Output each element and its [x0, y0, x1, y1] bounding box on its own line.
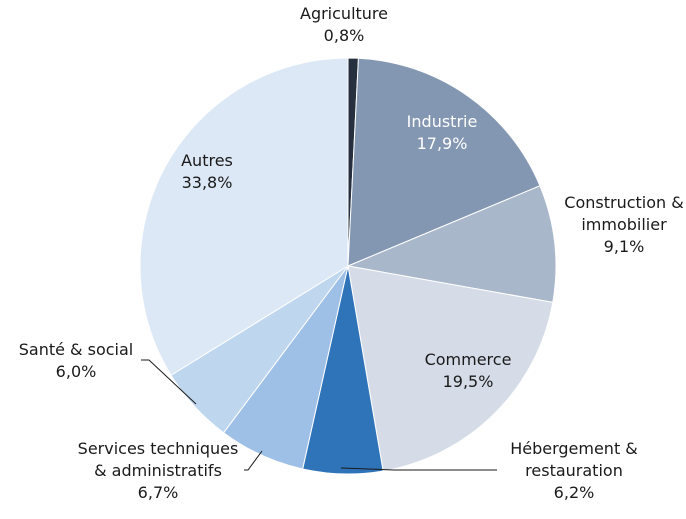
slice-category-label: Commerce — [425, 350, 512, 369]
leader-lines — [141, 359, 497, 471]
slice-label: Santé & social 6,0% — [19, 340, 133, 381]
leader-line — [141, 359, 197, 405]
pie-slice — [347, 265, 554, 472]
slice-category-label: & administratifs — [94, 461, 222, 480]
slice-value-label: 17,9% — [417, 134, 468, 153]
slice-label: Commerce 19,5% — [425, 350, 512, 391]
pie-slices — [139, 57, 557, 475]
slice-category-label: Agriculture — [300, 4, 388, 23]
slice-label: Hébergement & restauration 6,2% — [510, 439, 638, 502]
slice-value-label: 19,5% — [443, 372, 494, 391]
slice-category-label: Autres — [181, 151, 233, 170]
slice-category-label: restauration — [525, 461, 623, 480]
slice-value-label: 9,1% — [604, 237, 645, 256]
pie-slice — [346, 185, 557, 303]
slice-value-label: 6,2% — [554, 483, 595, 502]
slice-category-label: immobilier — [581, 215, 667, 234]
slice-category-label: Hébergement & — [510, 439, 638, 458]
slice-labels: Agriculture 0,8% Industrie 17,9% Constructio… — [19, 4, 684, 502]
slice-label: Services techniques & administratifs 6,7% — [78, 439, 239, 502]
leader-line — [244, 450, 263, 471]
pie-slice — [347, 57, 541, 267]
slice-value-label: 33,8% — [182, 173, 233, 192]
slice-label: Autres 33,8% — [181, 151, 233, 192]
slice-category-label: Industrie — [407, 112, 478, 131]
slice-category-label: Services techniques — [78, 439, 239, 458]
slice-value-label: 0,8% — [324, 26, 365, 45]
slice-label: Construction & immobilier 9,1% — [564, 193, 683, 256]
slice-value-label: 6,0% — [56, 362, 97, 381]
slice-category-label: Santé & social — [19, 340, 133, 359]
slice-value-label: 6,7% — [138, 483, 179, 502]
slice-label: Agriculture 0,8% — [300, 4, 388, 45]
slice-label: Industrie 17,9% — [407, 112, 478, 153]
leader-line — [340, 467, 497, 471]
pie-slice — [139, 57, 349, 376]
slice-category-label: Construction & — [564, 193, 683, 212]
